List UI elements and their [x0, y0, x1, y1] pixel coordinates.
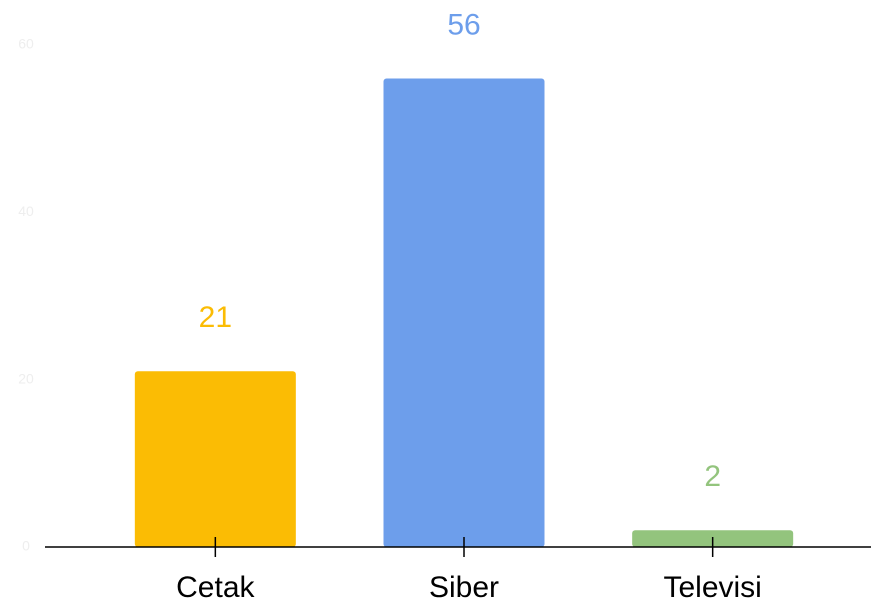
x-tick-label: Televisi: [663, 571, 761, 604]
bar: [134, 371, 296, 547]
bar: [383, 78, 545, 547]
y-tick-label: 40: [18, 203, 34, 219]
value-label: 2: [704, 460, 721, 493]
value-label: 56: [447, 8, 480, 41]
x-tick-label: Cetak: [176, 571, 255, 604]
value-label: 21: [199, 301, 232, 334]
y-tick-label: 60: [18, 36, 34, 52]
y-tick-label: 0: [22, 538, 30, 554]
y-tick-label: 20: [18, 370, 34, 386]
x-tick-label: Siber: [429, 571, 499, 604]
